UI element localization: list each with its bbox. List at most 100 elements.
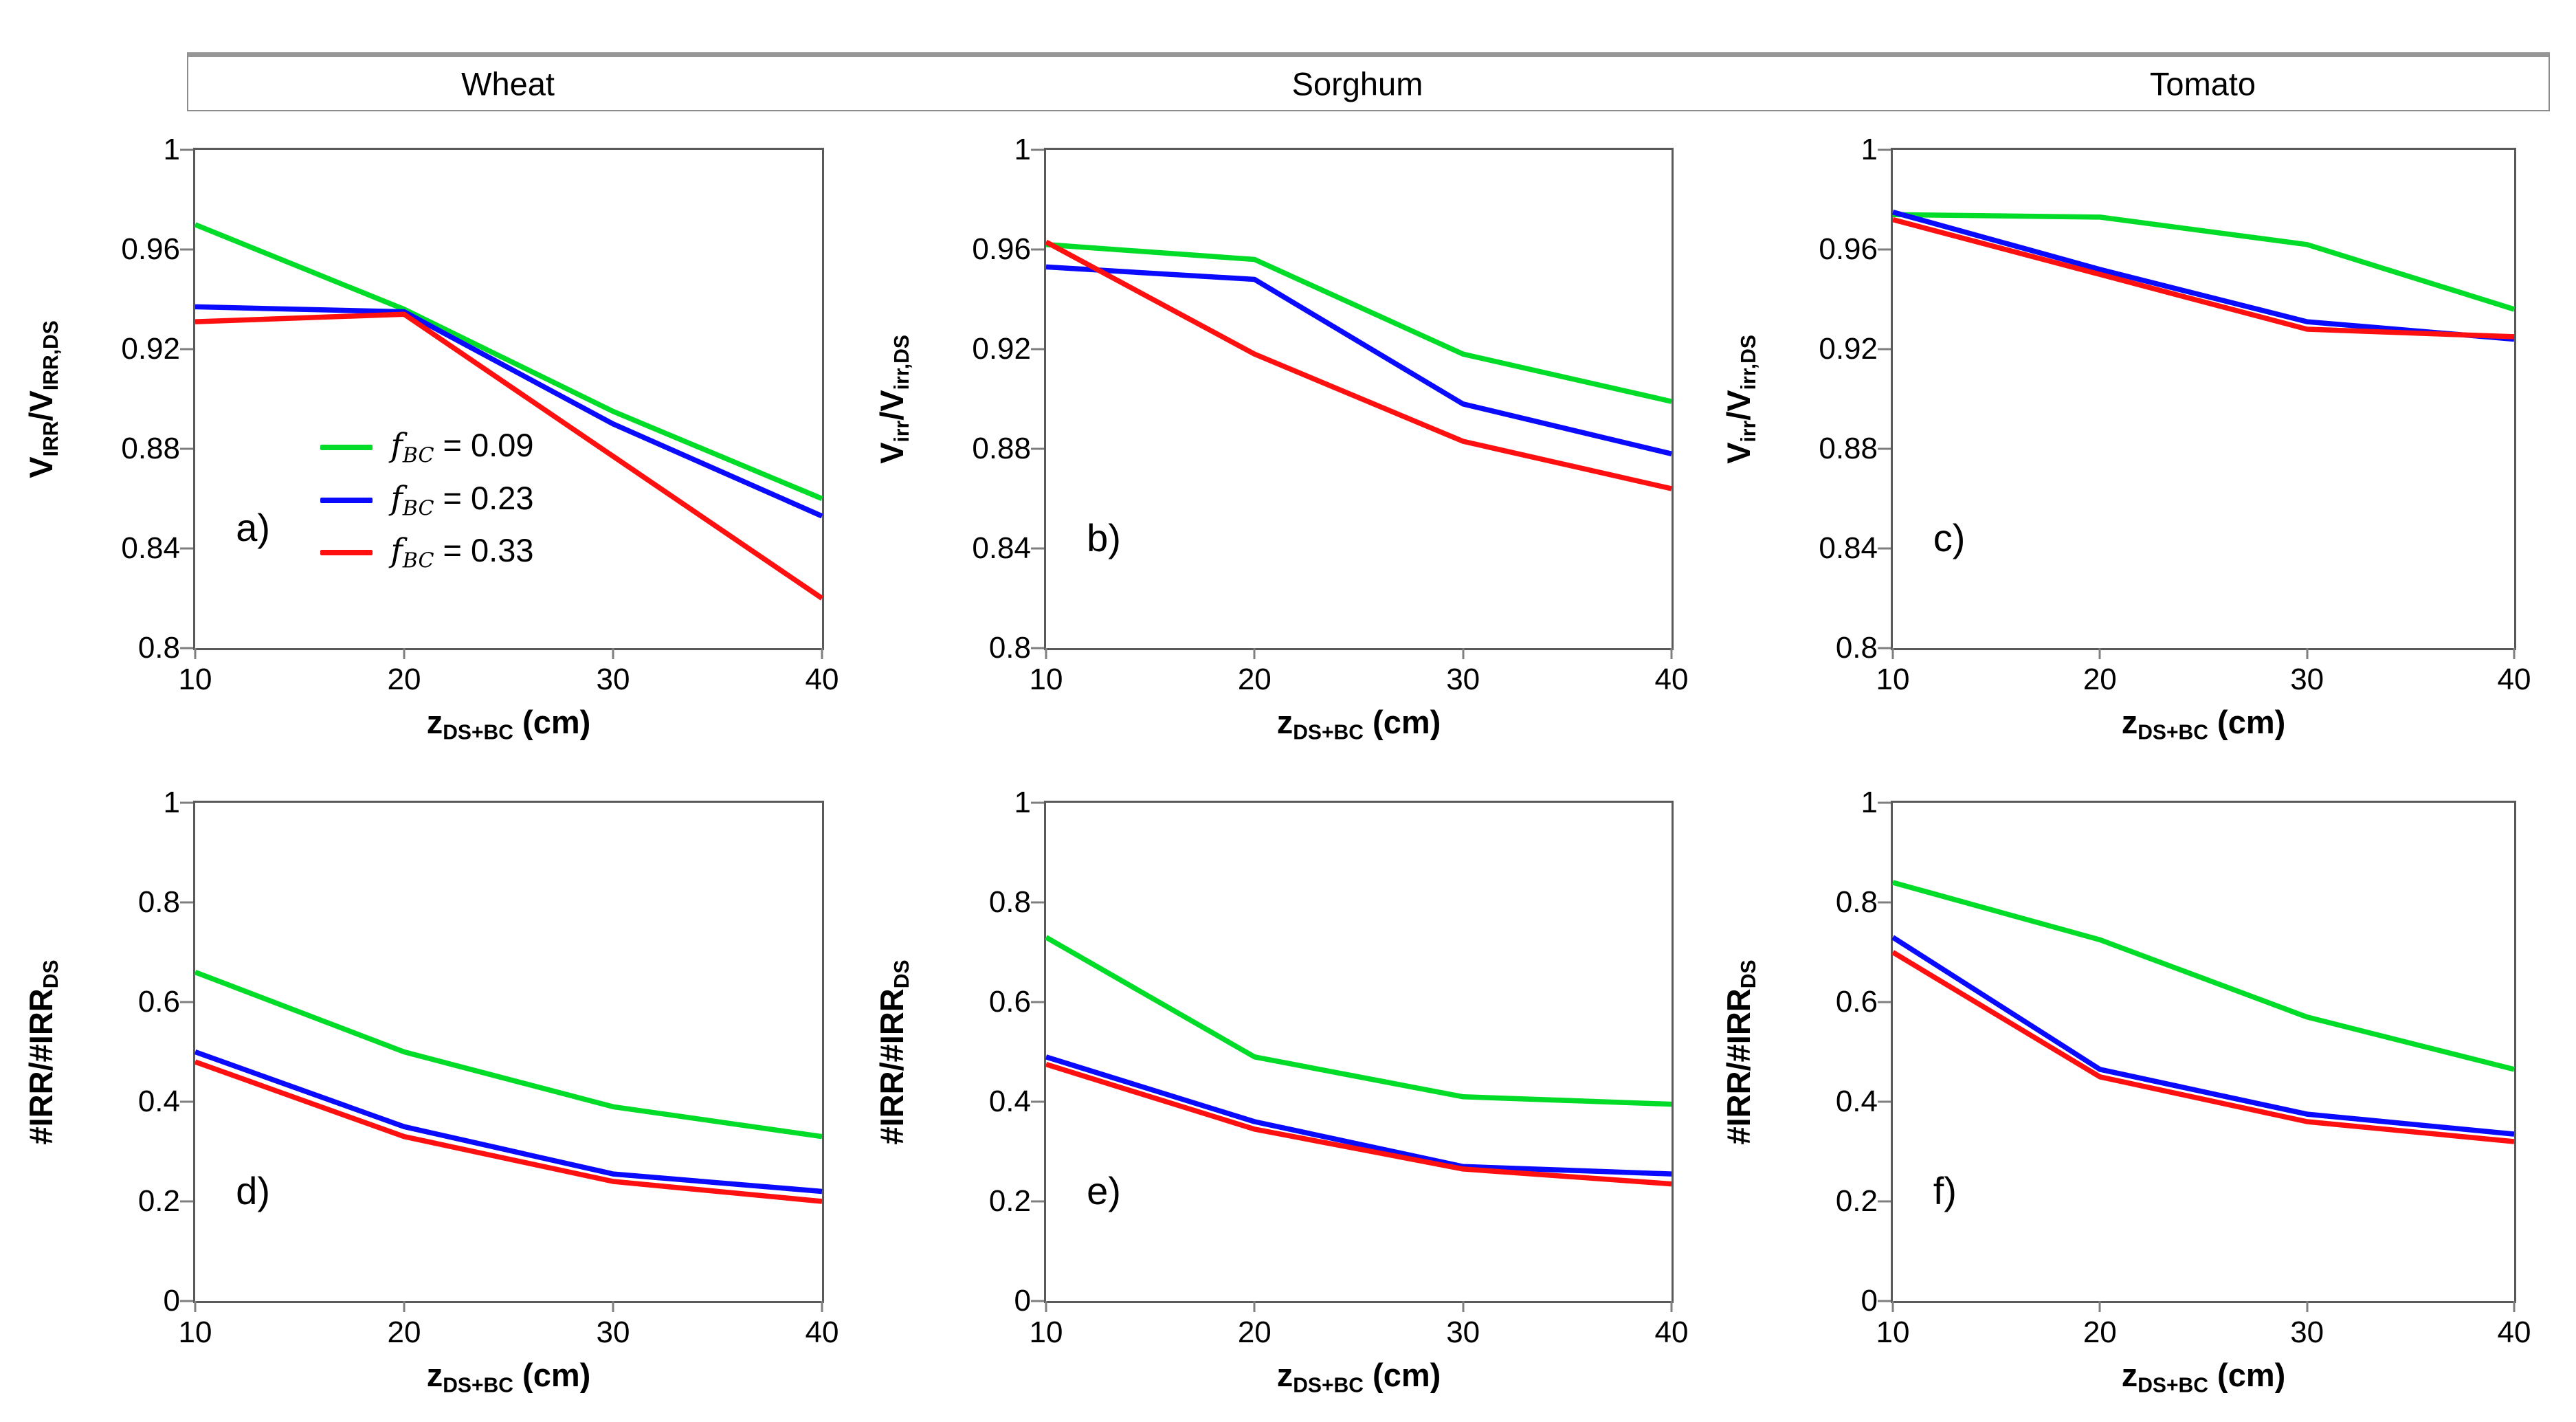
x-tick-label: 30 [1446,1315,1480,1349]
label-segment: DS+BC [443,721,513,744]
y-tick-label: 1 [1861,133,1878,166]
panel-letter-c: c) [1933,515,1966,559]
x-tick-mark [2513,648,2516,659]
y-tick-mark [180,901,193,904]
x-axis-title: zDS+BC (cm) [427,703,591,744]
x-tick-label: 10 [1876,1315,1910,1349]
label-segment: (cm) [2208,1357,2286,1393]
label-segment: BC [402,496,434,520]
series-line-green [194,222,823,501]
legend-label: fBC = 0.33 [390,534,533,572]
y-tick-label: 1 [1014,786,1031,819]
y-tick-mark [1878,547,1891,550]
x-tick-mark [612,648,614,659]
x-tick-label: 10 [1029,1315,1063,1349]
label-segment: (cm) [2208,704,2286,740]
x-tick-label: 30 [596,1315,630,1349]
label-segment: DS [891,959,914,988]
panel-letter-f: f) [1933,1168,1957,1212]
y-tick-mark [180,148,193,151]
x-tick-mark [194,648,197,659]
x-tick-mark [194,1301,197,1312]
y-tick-label: 0.92 [121,332,180,366]
y-axis-title: #IRR/#IRRDS [22,959,63,1144]
label-segment: DS+BC [1293,1374,1364,1397]
label-segment: BC [402,548,434,573]
y-tick-mark [1878,1100,1891,1103]
x-axis-title: zDS+BC (cm) [2122,703,2286,744]
x-tick-label: 20 [387,1315,421,1349]
y-tick-mark [1878,148,1891,151]
x-tick-label: 20 [387,663,421,696]
chart-panel-e: #IRR/#IRRDS zDS+BC (cm) e) 1 0.8 0.6 0.4 0.2… [874,788,1689,1397]
panel-letter-a: a) [236,506,271,549]
panel-letter-e: e) [1087,1168,1121,1212]
x-axis-title: zDS+BC (cm) [1277,1356,1441,1397]
series-line-blue [1045,1054,1672,1177]
x-tick-mark [1045,648,1047,659]
label-segment: DS+BC [2138,721,2208,744]
label-segment: z [1276,1357,1293,1393]
y-tick-mark [1878,1001,1891,1003]
y-tick-label: 0.4 [1835,1085,1878,1118]
label-segment: z [426,1357,443,1393]
label-segment: V [1720,442,1757,464]
legend-line-green [320,445,373,451]
x-axis-title: zDS+BC (cm) [2122,1356,2286,1397]
y-tick-label: 0.8 [1835,631,1878,665]
panel-letter-b: b) [1087,515,1121,559]
x-axis-title: zDS+BC (cm) [1277,703,1441,744]
label-segment: z [2121,1357,2138,1393]
y-tick-mark [1031,547,1044,550]
y-tick-mark [1878,348,1891,351]
y-tick-label: 0.96 [972,232,1031,266]
series-line-blue [1891,935,2515,1137]
x-axis-title: zDS+BC (cm) [427,1356,591,1397]
y-tick-label: 0.96 [1819,232,1878,266]
series-line-red [1892,216,2515,340]
y-tick-mark [180,447,193,450]
chart-lines [1045,935,1672,1187]
series-line-green [1045,242,1672,404]
label-segment: DS [1737,959,1761,988]
x-tick-label: 20 [2083,1315,2117,1349]
x-tick-mark [2513,1301,2516,1312]
y-tick-label: 0.4 [988,1085,1031,1118]
x-tick-label: 30 [1446,663,1480,696]
x-tick-mark [1253,1301,1256,1312]
y-tick-label: 0.84 [972,531,1031,565]
y-tick-label: 0 [1014,1284,1031,1318]
y-axis-title: #IRR/#IRRDS [1720,959,1761,1144]
crop-header-box: Wheat Sorghum Tomato [187,52,2550,111]
x-tick-label: 30 [2290,1315,2324,1349]
y-tick-label: 0.92 [1819,332,1878,366]
label-segment: /V [873,389,910,421]
y-tick-label: 0.88 [1819,432,1878,465]
x-tick-label: 30 [2290,663,2324,696]
series-line-red [1045,239,1672,491]
label-segment: f [390,479,403,518]
y-tick-label: 0.84 [121,531,180,565]
legend: fBC = 0.09 fBC = 0.23 fBC = 0.33 [320,427,534,572]
x-tick-label: 40 [2497,663,2531,696]
chart-panel-d: #IRR/#IRRDS zDS+BC (cm) d) 1 0.8 0.6 0.4 0.2… [23,788,839,1397]
label-segment: irr [891,420,914,443]
label-segment: #IRR/#IRR [22,988,59,1145]
legend-line-blue [320,497,373,503]
label-segment: z [426,704,443,740]
label-segment: = 0.09 [434,427,534,463]
label-segment: irr,DS [1737,334,1761,390]
y-tick-label: 1 [1861,786,1878,819]
y-tick-mark [1878,901,1891,904]
series-line-blue [195,304,823,519]
y-tick-mark [1878,801,1891,804]
y-tick-mark [1878,1300,1891,1302]
x-tick-mark [2306,1301,2309,1312]
y-tick-mark [180,647,193,649]
header-label-sorghum: Sorghum [1291,65,1423,102]
legend-item: fBC = 0.09 [320,427,534,468]
label-segment: z [2121,704,2138,740]
label-segment: BC [402,443,434,468]
y-tick-label: 0.92 [972,332,1031,366]
